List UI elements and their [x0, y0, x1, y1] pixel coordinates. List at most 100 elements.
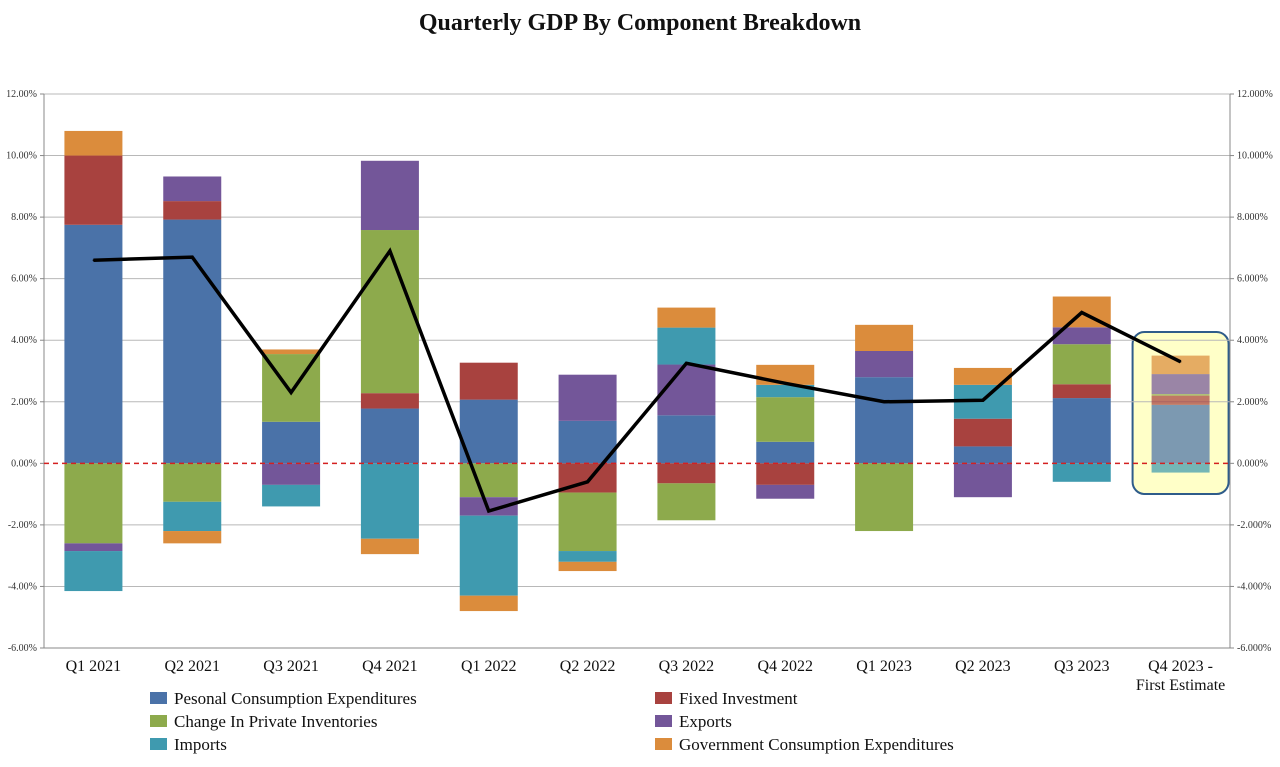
- bar-segment: [1151, 404, 1210, 464]
- bar-segment: [953, 367, 1012, 385]
- bar-segment: [459, 463, 518, 498]
- y-tick-label-left: 6.00%: [11, 274, 37, 285]
- bar-segment: [953, 418, 1012, 447]
- bar-segment: [1052, 327, 1111, 345]
- gdp-line-point: [92, 259, 95, 262]
- gdp-line-point: [784, 382, 787, 385]
- bar-segment: [459, 515, 518, 596]
- legend-label: Government Consumption Expenditures: [679, 735, 954, 754]
- bar-segment: [262, 484, 321, 507]
- bar-segment: [163, 463, 222, 502]
- bar-segment: [756, 397, 815, 442]
- bar-segment: [855, 463, 914, 532]
- y-tick-label-right: 2.000%: [1237, 397, 1268, 408]
- bar-segment: [1052, 463, 1111, 482]
- y-tick-label-left: 2.00%: [11, 397, 37, 408]
- y-tick-label-right: 6.000%: [1237, 274, 1268, 285]
- y-tick-label-right: -6.000%: [1237, 643, 1271, 654]
- x-tick-label: Q2 2022: [560, 658, 616, 675]
- legend-label: Exports: [679, 712, 732, 731]
- y-tick-label-left: 12.00%: [6, 89, 37, 100]
- x-tick-label: Q3 2022: [659, 658, 715, 675]
- y-tick-label-right: 10.000%: [1237, 151, 1273, 162]
- gdp-line-point: [487, 510, 490, 512]
- gdp-growth-line: [93, 247, 1182, 514]
- bar-segment: [657, 415, 716, 464]
- bar-segment: [1052, 384, 1111, 399]
- bar-segment: [756, 463, 815, 485]
- gdp-line-point: [1179, 360, 1182, 363]
- x-tick-label: Q4 2022: [757, 658, 813, 675]
- x-tick-sublabel: First Estimate: [1136, 677, 1225, 694]
- y-tick-label-left: 10.00%: [6, 151, 37, 162]
- bar-segment: [163, 531, 222, 544]
- bar-segment: [855, 350, 914, 378]
- gdp-line-point: [586, 481, 589, 483]
- y-tick-label-left: -2.00%: [8, 520, 37, 531]
- y-tick-label-right: -4.000%: [1237, 581, 1271, 592]
- bar-segment: [64, 543, 123, 552]
- x-tick-label: Q3 2023: [1054, 658, 1110, 675]
- gdp-line-point: [685, 362, 688, 365]
- bar-segment: [1151, 395, 1210, 405]
- bar-segment: [558, 374, 617, 421]
- bar-segment: [657, 307, 716, 328]
- bar-segment: [360, 538, 419, 555]
- legend-swatch: [655, 738, 672, 750]
- bar-segment: [1052, 344, 1111, 385]
- x-tick-label: Q1 2022: [461, 658, 517, 675]
- gdp-line-point: [982, 399, 984, 402]
- legend-swatch: [150, 715, 167, 727]
- bar-segment: [459, 399, 518, 464]
- gdp-line-point: [290, 391, 292, 394]
- bar-segment: [657, 327, 716, 365]
- x-tick-label: Q2 2023: [955, 658, 1011, 675]
- x-tick-label: Q4 2023 -: [1148, 658, 1213, 675]
- gdp-line-point: [389, 250, 391, 252]
- bar-segment: [262, 463, 321, 485]
- y-tick-label-left: 0.00%: [11, 458, 37, 469]
- bar-segment: [756, 384, 815, 398]
- bar-segment: [360, 393, 419, 409]
- bar-segment: [360, 230, 419, 394]
- gdp-line-point: [883, 400, 885, 403]
- x-tick-label: Q1 2023: [856, 658, 912, 675]
- chart-title: Quarterly GDP By Component Breakdown: [419, 10, 861, 36]
- bar-segment: [953, 446, 1012, 464]
- bar-segment: [1151, 374, 1210, 395]
- bar-segment: [262, 349, 321, 355]
- x-tick-label: Q4 2021: [362, 658, 418, 675]
- legend-swatch: [150, 738, 167, 750]
- bar-segment: [64, 224, 123, 464]
- legend-label: Imports: [174, 735, 227, 754]
- bar-segment: [657, 483, 716, 521]
- bar-segment: [558, 492, 617, 552]
- y-tick-label-left: 8.00%: [11, 212, 37, 223]
- bar-segment: [756, 441, 815, 464]
- bar-segment: [163, 501, 222, 532]
- bar-segment: [163, 201, 222, 220]
- bar-segment: [163, 219, 222, 464]
- bar-segment: [360, 160, 419, 231]
- x-tick-label: Q1 2021: [66, 658, 122, 675]
- x-tick-label: Q3 2021: [263, 658, 319, 675]
- bar-segment: [657, 364, 716, 416]
- bar-segment: [657, 463, 716, 484]
- y-tick-label-left: 4.00%: [11, 335, 37, 346]
- bar-segment: [360, 463, 419, 539]
- y-tick-label-left: -4.00%: [8, 581, 37, 592]
- y-tick-label-left: -6.00%: [8, 643, 37, 654]
- bar-segment: [459, 362, 518, 400]
- bar-segment: [1151, 463, 1210, 473]
- x-tick-label: Q2 2021: [164, 658, 220, 675]
- bar-segment: [1052, 398, 1111, 464]
- y-tick-label-right: 0.000%: [1237, 458, 1268, 469]
- bar-segment: [163, 176, 222, 202]
- bar-segment: [459, 595, 518, 612]
- bar-segment: [360, 408, 419, 464]
- bar-segment: [64, 155, 123, 225]
- bar-segment: [558, 551, 617, 562]
- bar-segment: [1151, 394, 1210, 396]
- bar-segment: [558, 561, 617, 572]
